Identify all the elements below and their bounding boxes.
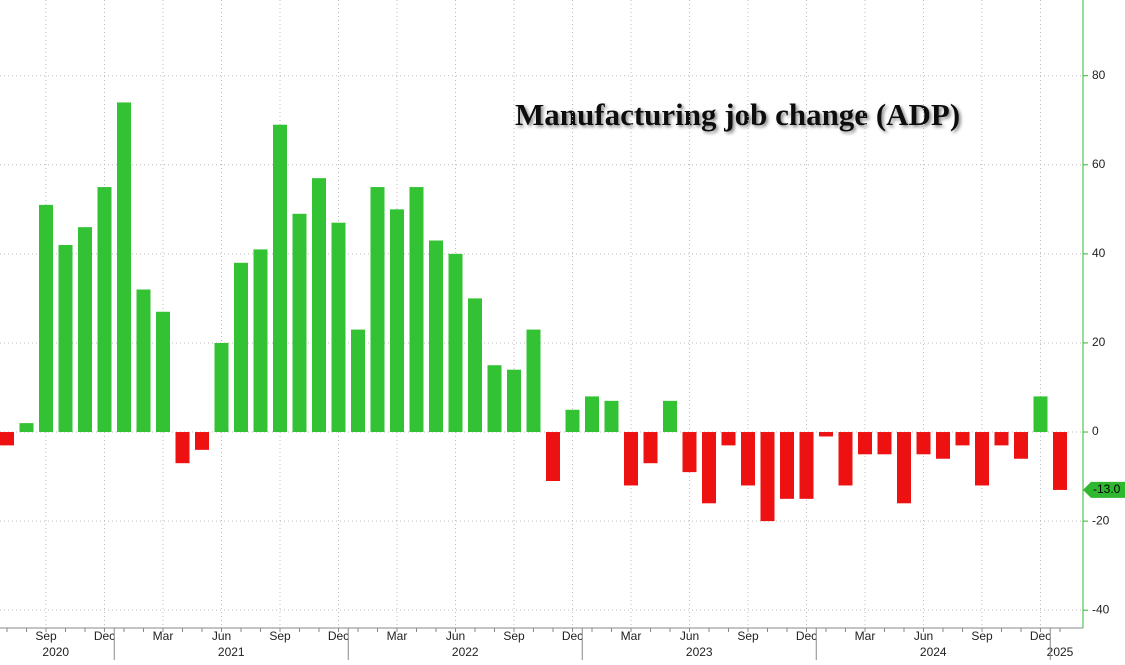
x-tick-label: Dec: [94, 629, 115, 643]
x-tick-label: Dec: [562, 629, 583, 643]
bar: [117, 102, 131, 433]
y-tick-label: 80: [1092, 68, 1106, 82]
y-tick-label: -20: [1092, 513, 1110, 527]
bar: [1033, 396, 1048, 433]
bar: [390, 209, 404, 433]
x-tick-label: Dec: [1030, 629, 1051, 643]
x-tick-label: Mar: [855, 629, 876, 643]
bar: [507, 369, 521, 433]
y-tick-label: 60: [1092, 157, 1106, 171]
bar: [897, 432, 911, 504]
bar: [448, 253, 463, 433]
x-tick-label: Sep: [269, 629, 291, 643]
y-tick-label: 20: [1092, 335, 1106, 349]
year-label: 2024: [920, 645, 947, 659]
x-tick-label: Mar: [387, 629, 408, 643]
bar: [565, 409, 580, 433]
bar: [1053, 432, 1067, 490]
bar: [351, 329, 365, 433]
bar: [955, 432, 970, 446]
bar: [624, 432, 638, 486]
bar: [877, 432, 892, 455]
bar: [292, 213, 307, 433]
last-value-tag: [1083, 481, 1125, 498]
year-label: 2025: [1047, 645, 1074, 659]
x-tick-label: Sep: [35, 629, 57, 643]
bar: [409, 187, 424, 433]
bar: [682, 432, 697, 473]
bar: [39, 204, 53, 433]
bar: [0, 432, 14, 446]
chart-title: Manufacturing job change (ADP): [515, 97, 960, 132]
bar: [702, 432, 716, 504]
bar: [663, 400, 677, 433]
bar: [643, 432, 658, 464]
year-label: 2022: [452, 645, 479, 659]
x-tick-label: Dec: [796, 629, 817, 643]
bar: [58, 244, 73, 433]
bar: [331, 222, 346, 433]
bar: [1014, 432, 1028, 459]
bar: [585, 396, 599, 433]
bar: [156, 311, 170, 433]
bar: [799, 432, 814, 499]
bar: [19, 423, 34, 433]
bar: [858, 432, 872, 455]
x-tick-label: Dec: [328, 629, 349, 643]
bar: [175, 432, 190, 464]
bar: [370, 187, 385, 433]
x-tick-label: Jun: [212, 629, 231, 643]
bar: [429, 240, 443, 433]
bar: [546, 432, 560, 482]
x-tick-label: Sep: [737, 629, 759, 643]
bar: [487, 365, 502, 433]
bar: [936, 432, 950, 459]
year-label: 2023: [686, 645, 713, 659]
bar: [195, 432, 209, 450]
bar: [604, 400, 619, 433]
y-tick-label: 0: [1092, 424, 1099, 438]
x-tick-label: Sep: [971, 629, 993, 643]
last-value-label: -13.0: [1093, 482, 1121, 496]
year-label: 2021: [218, 645, 245, 659]
bar: [312, 178, 326, 433]
bar: [819, 432, 833, 437]
bar: [234, 262, 248, 433]
year-label: 2020: [42, 645, 69, 659]
bar: [273, 124, 287, 433]
x-tick-label: Jun: [914, 629, 933, 643]
y-tick-label: -40: [1092, 602, 1110, 616]
bar: [214, 342, 229, 433]
bar: [838, 432, 853, 486]
bar: [78, 227, 92, 433]
y-tick-label: 40: [1092, 246, 1106, 260]
bar: [994, 432, 1009, 446]
bar: [975, 432, 989, 486]
bar: [760, 432, 775, 522]
bar: [741, 432, 755, 486]
x-tick-label: Jun: [446, 629, 465, 643]
bar: [253, 249, 268, 433]
bar: [468, 298, 482, 433]
bar: [916, 432, 931, 455]
x-tick-label: Jun: [680, 629, 699, 643]
bar: [721, 432, 736, 446]
bar: [526, 329, 541, 433]
bar: [97, 187, 112, 433]
x-tick-label: Mar: [621, 629, 642, 643]
x-tick-label: Sep: [503, 629, 525, 643]
bar: [136, 289, 151, 433]
x-tick-label: Mar: [153, 629, 174, 643]
bar: [780, 432, 794, 499]
